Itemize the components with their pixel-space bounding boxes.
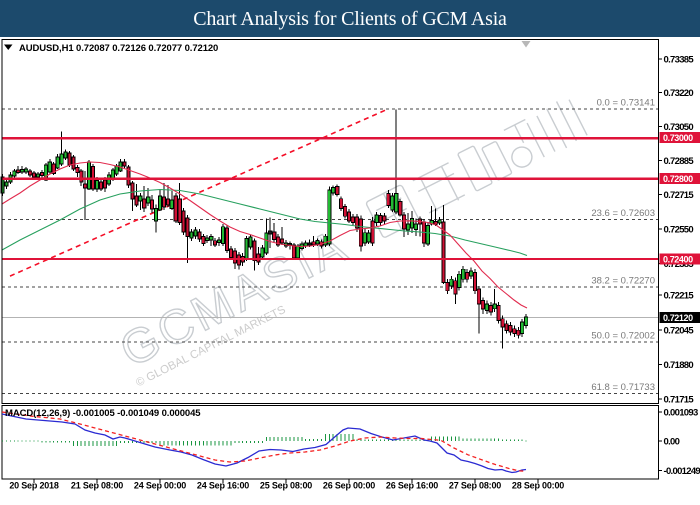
svg-text:50.0 = 0.72002: 50.0 = 0.72002 bbox=[591, 331, 655, 342]
svg-text:0.71880: 0.71880 bbox=[664, 360, 694, 371]
svg-text:25 Sep 08:00: 25 Sep 08:00 bbox=[260, 481, 312, 491]
svg-text:26 Sep 16:00: 26 Sep 16:00 bbox=[386, 481, 438, 491]
svg-text:AUDUSD,H1 0.72087 0.72126 0.7: AUDUSD,H1 0.72087 0.72126 0.72077 0.7212… bbox=[19, 43, 218, 54]
svg-text:0.72885: 0.72885 bbox=[664, 156, 695, 167]
svg-text:0.72045: 0.72045 bbox=[664, 326, 695, 337]
svg-text:0.72550: 0.72550 bbox=[664, 225, 694, 236]
svg-text:61.8 = 0.71733: 61.8 = 0.71733 bbox=[591, 382, 655, 393]
svg-text:0.73220: 0.73220 bbox=[664, 88, 694, 99]
svg-text:0.72800: 0.72800 bbox=[663, 174, 693, 184]
svg-text:0.00: 0.00 bbox=[664, 437, 680, 448]
svg-text:Chart Analysis for Clients of: Chart Analysis for Clients of GCM Asia bbox=[193, 8, 507, 30]
svg-text:0.73000: 0.73000 bbox=[663, 133, 693, 143]
svg-text:0.73050: 0.73050 bbox=[664, 122, 694, 133]
svg-text:0.72215: 0.72215 bbox=[664, 291, 695, 302]
svg-text:0.73385: 0.73385 bbox=[664, 55, 695, 66]
svg-text:0.72400: 0.72400 bbox=[663, 255, 693, 265]
svg-text:0.0 = 0.73141: 0.0 = 0.73141 bbox=[597, 98, 655, 109]
svg-text:0.001093: 0.001093 bbox=[664, 408, 698, 419]
svg-text:MACD(12,26,9) -0.001005 -0.001: MACD(12,26,9) -0.001005 -0.001049 0.0000… bbox=[5, 408, 201, 419]
svg-text:26 Sep 00:00: 26 Sep 00:00 bbox=[323, 481, 375, 491]
svg-text:-0.001249: -0.001249 bbox=[664, 466, 700, 477]
svg-text:27 Sep 08:00: 27 Sep 08:00 bbox=[449, 481, 501, 491]
svg-text:24 Sep 16:00: 24 Sep 16:00 bbox=[197, 481, 249, 491]
svg-text:38.2 = 0.72270: 38.2 = 0.72270 bbox=[591, 276, 655, 287]
svg-text:0.72120: 0.72120 bbox=[663, 313, 693, 323]
svg-text:23.6 = 0.72603: 23.6 = 0.72603 bbox=[591, 208, 655, 219]
svg-text:24 Sep 00:00: 24 Sep 00:00 bbox=[134, 481, 186, 491]
svg-text:0.72715: 0.72715 bbox=[664, 190, 695, 201]
svg-text:28 Sep 00:00: 28 Sep 00:00 bbox=[512, 481, 564, 491]
svg-text:20 Sep 2018: 20 Sep 2018 bbox=[9, 481, 59, 491]
svg-text:0.71715: 0.71715 bbox=[664, 395, 695, 406]
svg-text:21 Sep 08:00: 21 Sep 08:00 bbox=[71, 481, 123, 491]
